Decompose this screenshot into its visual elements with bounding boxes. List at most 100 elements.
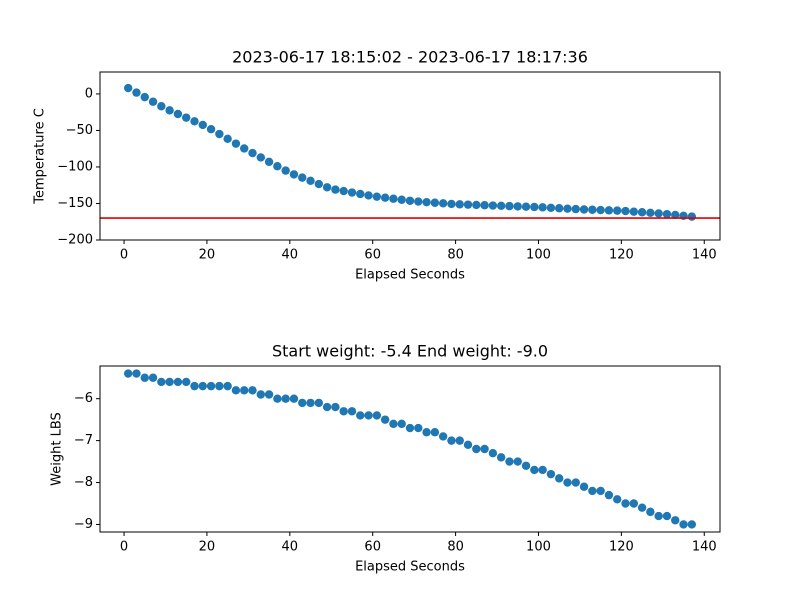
- point: [298, 173, 307, 182]
- point: [554, 474, 564, 483]
- point: [538, 465, 547, 475]
- x-tick-label: 0: [120, 248, 128, 263]
- point: [215, 381, 224, 391]
- point: [463, 200, 473, 209]
- x-tick-label: 120: [609, 248, 634, 263]
- point: [629, 499, 638, 508]
- point: [637, 208, 647, 217]
- point: [306, 398, 315, 408]
- point: [447, 199, 456, 209]
- point: [613, 206, 622, 215]
- point: [596, 486, 605, 496]
- point: [430, 198, 440, 207]
- x-tick-label: 100: [526, 540, 551, 555]
- point: [397, 419, 406, 429]
- point: [198, 120, 207, 130]
- point: [571, 478, 580, 487]
- point: [554, 204, 564, 213]
- point: [646, 507, 655, 517]
- point: [264, 157, 274, 167]
- point: [546, 469, 556, 479]
- point: [132, 369, 141, 378]
- y-tick-label: −7: [74, 433, 93, 448]
- x-tick-label: 20: [199, 248, 216, 263]
- point: [306, 176, 315, 186]
- point: [588, 205, 597, 214]
- point: [422, 428, 431, 437]
- x-tick-label: 20: [199, 540, 216, 555]
- point: [223, 134, 232, 144]
- point: [455, 200, 464, 209]
- point: [380, 415, 390, 424]
- point: [397, 195, 406, 204]
- point: [621, 206, 630, 216]
- point: [621, 499, 630, 508]
- point: [206, 124, 216, 134]
- x-tick-label: 0: [120, 540, 128, 555]
- point: [414, 197, 423, 206]
- x-tick-label: 60: [364, 248, 381, 263]
- point: [190, 117, 199, 126]
- point: [687, 212, 697, 221]
- y-axis-label: Weight LBS: [50, 412, 65, 486]
- point: [314, 398, 324, 408]
- y-tick-label: −200: [57, 233, 93, 248]
- chart-title: 2023-06-17 18:15:02 - 2023-06-17 18:17:3…: [232, 48, 588, 67]
- point: [314, 179, 324, 189]
- point: [140, 92, 149, 102]
- point: [123, 369, 133, 378]
- point: [281, 166, 290, 175]
- plot-frame: [99, 365, 721, 533]
- y-tick-label: 0: [85, 86, 93, 101]
- point: [298, 398, 307, 408]
- point: [405, 423, 415, 433]
- point: [140, 373, 149, 382]
- y-tick-label: −8: [74, 475, 93, 490]
- x-tick-label: 80: [447, 248, 464, 263]
- point: [604, 490, 614, 500]
- point: [273, 162, 282, 171]
- point: [480, 201, 489, 210]
- point: [148, 373, 158, 382]
- point: [248, 148, 257, 158]
- x-tick-label: 40: [282, 540, 299, 555]
- point: [521, 461, 531, 470]
- x-axis-label: Elapsed Seconds: [355, 268, 465, 283]
- point: [521, 202, 531, 211]
- point: [198, 381, 207, 391]
- point: [662, 209, 672, 219]
- point: [157, 102, 166, 111]
- point: [405, 196, 415, 205]
- point: [331, 185, 340, 194]
- x-tick-label: 100: [526, 248, 551, 263]
- point: [240, 386, 249, 395]
- point: [546, 203, 556, 212]
- point: [579, 482, 589, 491]
- x-tick-label: 120: [609, 540, 634, 555]
- y-tick-label: −50: [66, 123, 93, 138]
- x-tick-label: 60: [364, 540, 381, 555]
- point: [339, 186, 348, 196]
- point: [671, 516, 680, 525]
- point: [356, 411, 365, 420]
- point: [248, 386, 257, 395]
- point: [148, 97, 158, 106]
- point: [472, 200, 481, 210]
- x-tick-label: 140: [692, 540, 717, 555]
- point: [604, 206, 614, 215]
- y-tick-label: −150: [57, 196, 93, 211]
- point: [579, 205, 589, 214]
- point: [637, 503, 647, 512]
- point: [438, 199, 448, 208]
- point: [190, 381, 199, 391]
- point: [256, 153, 266, 162]
- point: [646, 208, 655, 218]
- point: [372, 192, 382, 201]
- point: [530, 202, 539, 212]
- point: [430, 428, 440, 437]
- point: [679, 520, 688, 529]
- point: [347, 407, 357, 416]
- point: [447, 436, 456, 445]
